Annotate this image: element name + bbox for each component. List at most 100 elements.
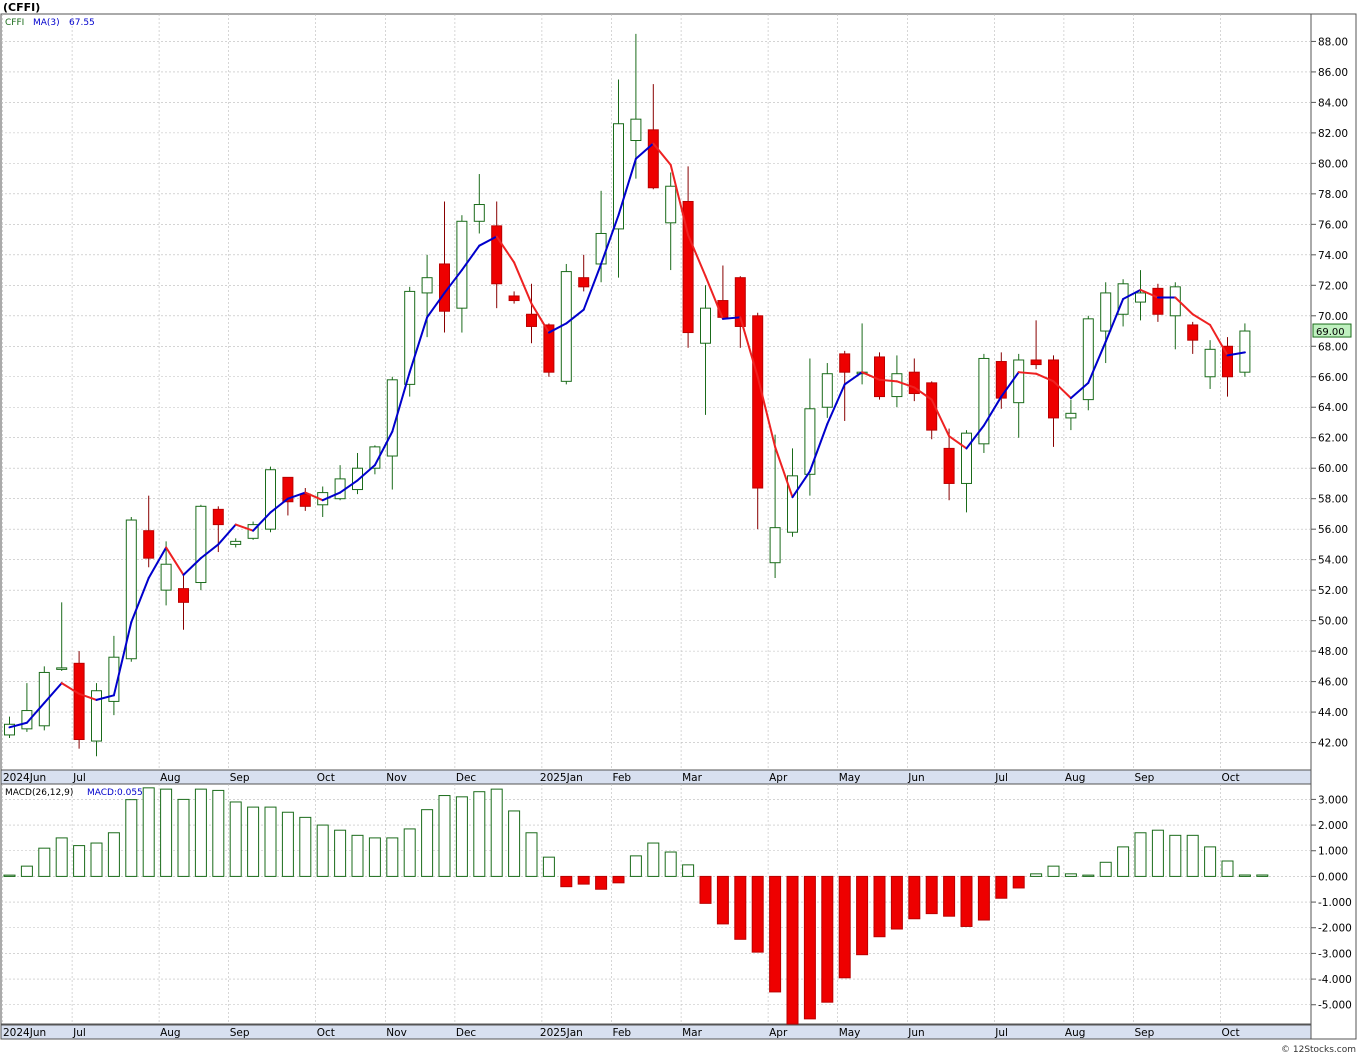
ma-segment [460,244,481,272]
macd-x-tick-label: Nov [386,1027,407,1039]
macd-bar [1117,846,1130,877]
price-y-tick-label: 72.00 [1318,280,1348,292]
candle [1239,323,1251,377]
ma-segment [25,701,46,724]
macd-bar [1030,873,1043,877]
candle [56,602,68,671]
candle-body [700,307,711,344]
macd-x-tick-label: Oct [317,1027,335,1039]
y-axis-labels: 42.00 44.00 46.00 48.00 50.00 52.00 54.00 56.00… [1311,36,1352,1012]
macd-bar [55,837,68,877]
candle [926,381,938,440]
price-x-tick-label: May [839,772,861,784]
macd-bar [890,875,903,930]
macd-x-tick-label: Aug [160,1027,181,1039]
macd-date-axis [0,1024,1312,1040]
ma-segment [826,383,846,426]
candle [1135,270,1146,321]
ma-segment [634,142,655,160]
macd-x-tick-label: May [839,1027,861,1039]
macd-bar [508,810,521,877]
candle-body [125,519,137,660]
candle-body [1065,412,1077,419]
macd-x-tick-label: Sep [1135,1027,1155,1039]
candle [73,651,85,749]
candle-body [734,277,746,327]
macd-y-tick-label: -4.000 [1318,974,1352,986]
candle-body [491,225,503,285]
ma-segment [1017,371,1038,375]
ma-segment [913,386,933,401]
candle-body [943,447,955,484]
candle-body [195,505,207,584]
price-y-tick-label: 84.00 [1318,97,1348,109]
candle-body [1187,324,1199,341]
candle [1082,315,1094,411]
price-x-tick-label: Dec [456,772,477,784]
ma-segment [1122,288,1142,301]
candle-body [1013,359,1025,404]
price-y-tick-label: 44.00 [1318,707,1348,719]
candle-body [21,710,33,730]
candle [1222,337,1233,397]
price-y-tick-label: 54.00 [1318,555,1348,567]
price-x-tick-label: Jul [72,772,86,784]
candle-body [4,723,15,736]
price-x-tick-label: 2025Jan [540,772,583,784]
macd-bar [142,787,155,877]
macd-bar [1047,865,1060,877]
candle-body [421,277,433,294]
candle-body [178,588,189,603]
macd-bar [1238,874,1251,877]
candle-body [1100,292,1112,332]
candle [1152,283,1164,322]
ma-segment [1139,288,1159,299]
ma-line [8,142,1246,729]
ma-segment [1209,323,1229,357]
candle-body [1048,359,1059,419]
ma-segment [321,491,342,502]
ma-segment [1000,371,1020,398]
candle [178,574,189,630]
candle-body [595,232,607,265]
macd-bar [769,875,782,993]
ma-segment [669,163,690,237]
macd-bar [368,837,381,877]
ma-segment [60,682,81,695]
macd-bar [73,845,86,877]
price-x-tick-label: Sep [1135,772,1155,784]
candle [38,666,50,731]
candle-body [526,313,537,327]
macd-bar [577,875,590,885]
candle-body [1030,359,1042,366]
ma-segment [513,261,533,305]
candle [1048,355,1059,447]
candle [978,353,990,453]
candle-body [978,357,990,445]
candle [404,286,416,397]
ma-segment [982,395,1003,427]
macd-bar [803,875,816,1020]
price-y-tick-label: 46.00 [1318,677,1348,689]
candle-body [265,469,276,530]
macd-bar [716,875,729,925]
price-y-tick-label: 86.00 [1318,67,1348,79]
macd-y-tick-label: -1.000 [1318,897,1352,909]
candle [160,541,172,606]
macd-x-tick-label: 2025Jan [540,1027,583,1039]
macd-bar [977,875,990,921]
macd-x-tick-label: Jun [907,1027,924,1039]
macd-bar [490,788,503,877]
price-x-tick-label: Nov [386,772,407,784]
candle [787,448,798,537]
candle-body [299,493,311,507]
macd-bar [734,875,747,940]
candle-body [473,204,485,222]
candle [578,254,590,292]
ma-segment [930,398,951,438]
price-y-tick-label: 58.00 [1318,494,1348,506]
candle-body [839,353,851,373]
candle [491,201,503,309]
macd-legend-value: MACD:0.055 [87,788,143,798]
